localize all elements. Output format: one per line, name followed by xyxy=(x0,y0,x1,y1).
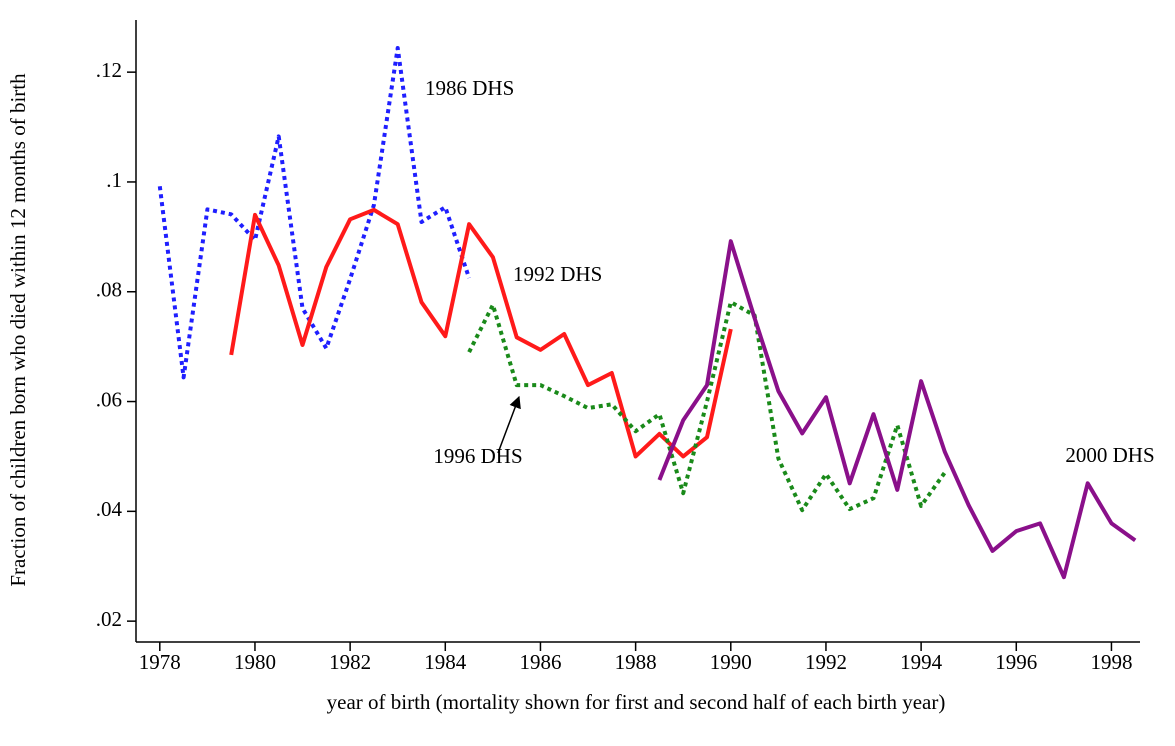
series-line xyxy=(157,46,471,380)
series-label: 2000 DHS xyxy=(1065,443,1154,467)
x-tick-label: 1998 xyxy=(1090,650,1132,674)
x-tick-label: 1986 xyxy=(519,650,561,674)
x-tick-label: 1992 xyxy=(805,650,847,674)
y-tick-label: .1 xyxy=(106,168,122,192)
series-label: 1992 DHS xyxy=(513,262,602,286)
x-tick-label: 1988 xyxy=(615,650,657,674)
x-tick-label: 1982 xyxy=(329,650,371,674)
y-tick-label: .08 xyxy=(96,278,122,302)
annotation-arrow xyxy=(497,395,521,454)
y-axis-title: Fraction of children born who died withi… xyxy=(6,73,30,587)
x-tick-label: 1994 xyxy=(900,650,943,674)
x-tick-label: 1996 xyxy=(995,650,1037,674)
x-tick-label: 1990 xyxy=(710,650,752,674)
x-tick-label: 1980 xyxy=(234,650,276,674)
series-line xyxy=(657,239,1137,580)
x-tick-label: 1978 xyxy=(139,650,181,674)
y-tick-label: .02 xyxy=(96,607,122,631)
y-tick-label: .06 xyxy=(96,387,122,411)
y-tick-label: .12 xyxy=(96,58,122,82)
y-tick-label: .04 xyxy=(96,497,123,521)
x-tick-label: 1984 xyxy=(424,650,467,674)
series-label: 1996 DHS xyxy=(433,444,522,468)
series-line xyxy=(229,207,733,459)
series-label: 1986 DHS xyxy=(425,76,514,100)
x-axis-title: year of birth (mortality shown for first… xyxy=(327,690,946,714)
series-line xyxy=(467,300,947,513)
